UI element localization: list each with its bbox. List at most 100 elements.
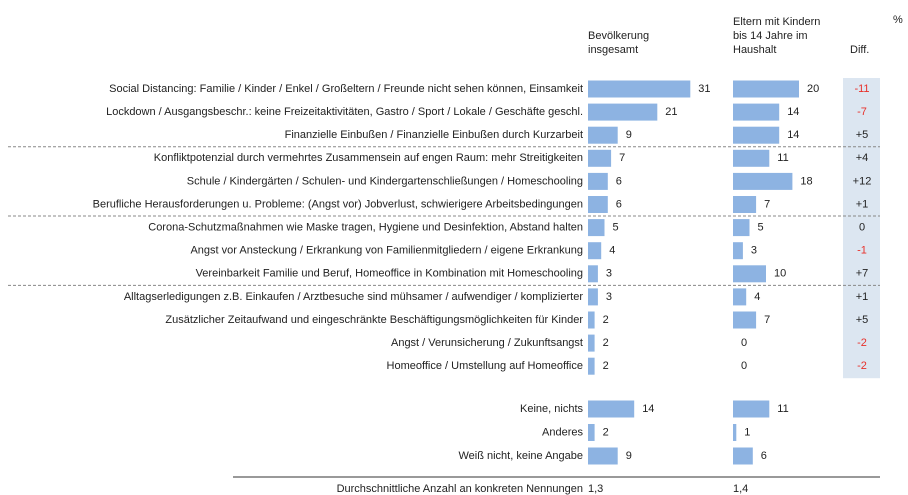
value-label: 11 — [777, 403, 788, 415]
summary-value: 1,3 — [588, 483, 603, 495]
value-label: 14 — [642, 403, 654, 415]
bar — [733, 80, 799, 98]
bar — [588, 80, 691, 98]
value-label: 7 — [764, 198, 770, 210]
bar — [588, 400, 635, 418]
bar — [588, 447, 618, 465]
bar — [588, 196, 608, 213]
value-label: 9 — [626, 129, 632, 141]
value-label: 3 — [606, 268, 612, 280]
bar — [733, 149, 770, 167]
category-label: Anderes — [542, 426, 583, 438]
bar — [733, 196, 757, 213]
diff-label: +5 — [856, 314, 869, 326]
summary-label: Durchschnittliche Anzahl an konkreten Ne… — [337, 483, 583, 495]
value-label: 1 — [744, 426, 750, 438]
category-label: Schule / Kindergärten / Schulen- und Kin… — [187, 175, 583, 187]
category-label: Angst vor Ansteckung / Erkrankung von Fa… — [190, 245, 583, 257]
category-label: Berufliche Herausforderungen u. Probleme… — [93, 198, 583, 210]
value-label: 6 — [761, 450, 767, 462]
value-label: 0 — [741, 360, 747, 372]
value-label: 6 — [616, 175, 622, 187]
bar — [588, 242, 602, 260]
value-label: 5 — [613, 222, 619, 234]
diff-label: -1 — [857, 245, 867, 257]
bar — [733, 400, 770, 418]
bar — [588, 288, 598, 306]
bar — [733, 288, 747, 306]
category-label: Konfliktpotenzial durch vermehrtes Zusam… — [154, 152, 583, 164]
bar — [588, 172, 608, 190]
value-label: 31 — [698, 83, 710, 95]
value-label: 14 — [787, 129, 799, 141]
bar — [733, 126, 780, 144]
category-label: Social Distancing: Familie / Kinder / En… — [109, 83, 583, 95]
value-label: 5 — [758, 222, 764, 234]
value-label: 6 — [616, 198, 622, 210]
bar — [588, 126, 618, 144]
category-label: Keine, nichts — [520, 403, 583, 415]
diff-header: Diff. — [850, 44, 870, 56]
bar — [588, 311, 595, 329]
value-label: 18 — [800, 175, 812, 187]
category-label: Zusätzlicher Zeitaufwand und eingeschrän… — [165, 314, 583, 326]
value-label: 14 — [787, 106, 799, 118]
bar — [733, 172, 793, 190]
value-label: 2 — [603, 337, 609, 349]
diff-label: -2 — [857, 337, 867, 349]
category-label: Finanzielle Einbußen / Finanzielle Einbu… — [285, 129, 583, 141]
series-header: Eltern mit Kindern bis 14 Jahre im Haush… — [733, 16, 821, 56]
series-header: Bevölkerung insgesamt — [588, 30, 650, 56]
category-label: Corona-Schutzmaßnahmen wie Maske tragen,… — [148, 222, 583, 234]
bar — [733, 242, 743, 260]
diff-label: +1 — [856, 291, 869, 303]
value-label: 3 — [751, 245, 757, 257]
value-label: 21 — [665, 106, 677, 118]
value-label: 2 — [603, 314, 609, 326]
value-label: 0 — [741, 337, 747, 349]
diff-label: +4 — [856, 152, 869, 164]
bar — [588, 357, 595, 375]
value-label: 7 — [764, 314, 770, 326]
value-label: 7 — [619, 152, 625, 164]
bar — [588, 424, 595, 441]
category-label: Angst / Verunsicherung / Zukunftsangst — [391, 337, 583, 349]
diff-label: +5 — [856, 129, 869, 141]
value-label: 20 — [807, 83, 819, 95]
diff-label: +1 — [856, 198, 869, 210]
value-label: 9 — [626, 450, 632, 462]
value-label: 3 — [606, 291, 612, 303]
bar — [733, 219, 750, 237]
category-label: Weiß nicht, keine Angabe — [458, 450, 583, 462]
summary-value: 1,4 — [733, 483, 748, 495]
bar — [588, 334, 595, 352]
bar — [733, 447, 753, 465]
diff-label: 0 — [859, 222, 865, 234]
bar — [733, 311, 757, 329]
category-label: Alltagserledigungen z.B. Einkaufen / Arz… — [124, 291, 584, 303]
unit-label: % — [893, 14, 903, 26]
category-label: Homeoffice / Umstellung auf Homeoffice — [387, 360, 583, 372]
category-label: Vereinbarkeit Familie und Beruf, Homeoff… — [196, 268, 583, 280]
bar — [733, 103, 780, 121]
diff-label: +7 — [856, 268, 869, 280]
value-label: 2 — [603, 426, 609, 438]
diff-background — [843, 78, 880, 379]
bar — [588, 219, 605, 237]
value-label: 2 — [603, 360, 609, 372]
diff-label: -2 — [857, 360, 867, 372]
bar — [588, 103, 658, 121]
bar — [733, 424, 737, 441]
bar — [733, 265, 766, 283]
category-label: Lockdown / Ausgangsbeschr.: keine Freize… — [106, 106, 583, 118]
diff-label: -11 — [854, 83, 869, 95]
diff-label: +12 — [853, 175, 872, 187]
value-label: 10 — [774, 268, 786, 280]
value-label: 4 — [754, 291, 760, 303]
diff-label: -7 — [857, 106, 867, 118]
value-label: 11 — [777, 152, 788, 164]
bar — [588, 265, 598, 283]
bar — [588, 149, 612, 167]
